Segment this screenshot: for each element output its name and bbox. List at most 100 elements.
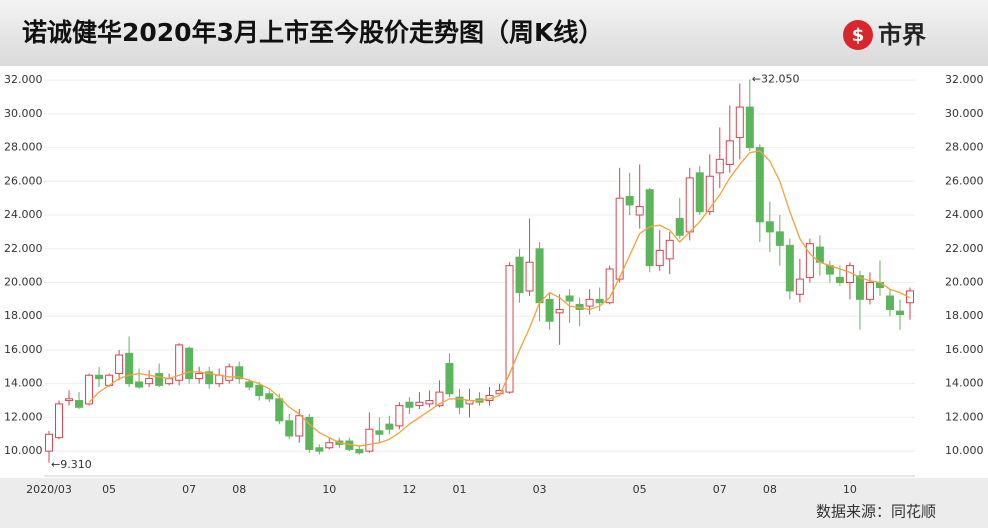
candle-body: [295, 415, 304, 437]
candle-body: [315, 447, 324, 452]
y-tick-label-right: 12.000: [945, 410, 984, 423]
candle-body: [425, 400, 434, 405]
candle-body: [795, 278, 804, 295]
y-tick-label-right: 30.000: [945, 107, 984, 120]
candle-body: [505, 265, 514, 393]
candle-body: [75, 400, 84, 408]
candle-body: [455, 396, 464, 408]
candle-body: [145, 378, 154, 385]
candle-body: [635, 206, 644, 216]
annotation-high: ←32.050: [752, 72, 800, 85]
x-tick-label: 01: [452, 483, 466, 496]
candle-body: [265, 393, 274, 400]
candle-body: [555, 308, 564, 314]
annotation-low: ←9.310: [51, 458, 92, 471]
candle-body: [785, 244, 794, 292]
candle-body: [225, 366, 234, 381]
candle-body: [885, 295, 894, 310]
candle-body: [85, 374, 94, 405]
y-tick-label-right: 22.000: [945, 242, 984, 255]
y-tick-label: 14.000: [4, 377, 43, 390]
x-tick-label: 05: [633, 483, 647, 496]
y-tick-label-right: 18.000: [945, 309, 984, 322]
x-tick-label: 08: [763, 483, 777, 496]
candle-body: [445, 362, 454, 395]
candle-body: [115, 354, 124, 375]
candle-body: [165, 378, 174, 385]
candle-body: [685, 177, 694, 233]
candle-body: [285, 420, 294, 437]
plot-bg: [0, 66, 988, 478]
candle-body: [375, 430, 384, 435]
candle-body: [525, 261, 534, 292]
candle-body: [565, 295, 574, 302]
candle-body: [405, 401, 414, 408]
candle-body: [65, 398, 74, 402]
candle-body: [605, 268, 614, 304]
candle-body: [515, 256, 524, 294]
candle-body: [595, 298, 604, 304]
candle-body: [215, 374, 224, 385]
candle-body: [645, 189, 654, 267]
source: 数据来源：同花顺: [816, 503, 936, 521]
x-tick-label: 2020/03: [26, 483, 72, 496]
candle-body: [305, 416, 314, 450]
candle-body: [805, 243, 814, 278]
x-tick-label: 05: [102, 483, 116, 496]
candle-body: [615, 197, 624, 280]
x-tick-label: 07: [713, 483, 727, 496]
footer-bg: [0, 478, 988, 528]
candle-body: [715, 158, 724, 174]
candle-body: [125, 352, 134, 385]
x-tick-label: 10: [322, 483, 336, 496]
candle-body: [155, 373, 164, 386]
candle-body: [395, 405, 404, 427]
logo-mark: $: [852, 25, 865, 46]
y-tick-label: 18.000: [4, 309, 43, 322]
header-bg: [0, 0, 988, 66]
candle-body: [905, 290, 914, 304]
y-tick-label-right: 28.000: [945, 141, 984, 154]
y-tick-label: 20.000: [4, 275, 43, 288]
chart-title: 诺诚健华2020年3月上市至今股价走势图（周K线）: [22, 18, 603, 47]
candle-body: [135, 381, 144, 388]
candle-body: [585, 298, 594, 307]
candle-body: [695, 172, 704, 213]
candle-body: [55, 403, 64, 439]
y-tick-label: 12.000: [4, 410, 43, 423]
y-tick-label: 22.000: [4, 242, 43, 255]
candle-body: [175, 344, 184, 381]
candle-body: [745, 106, 754, 149]
logo-icon: [843, 20, 873, 50]
y-tick-label: 26.000: [4, 174, 43, 187]
candle-body: [495, 389, 504, 395]
candle-body: [705, 175, 714, 213]
candle-body: [365, 428, 374, 452]
candle-body: [775, 231, 784, 246]
candle-body: [205, 371, 214, 385]
candle-body: [835, 276, 844, 283]
candle-body: [275, 398, 284, 422]
logo-text: 市界: [878, 21, 926, 49]
y-tick-label: 28.000: [4, 141, 43, 154]
candle-body: [675, 217, 684, 236]
x-tick-label: 07: [182, 483, 196, 496]
y-tick-label: 32.000: [4, 73, 43, 86]
candle-body: [45, 433, 54, 452]
candle-body: [535, 248, 544, 304]
candle-body: [735, 106, 744, 138]
y-tick-label: 24.000: [4, 208, 43, 221]
x-tick-label: 08: [232, 483, 246, 496]
y-tick-label: 16.000: [4, 343, 43, 356]
x-tick-label: 03: [533, 483, 547, 496]
candle-body: [325, 442, 334, 449]
ma-line: [88, 150, 911, 447]
candle-body: [725, 140, 734, 165]
candle-body: [865, 281, 874, 300]
candle-body: [415, 401, 424, 407]
y-tick-label-right: 16.000: [945, 343, 984, 356]
y-tick-label-right: 10.000: [945, 444, 984, 457]
candle-body: [255, 384, 264, 396]
candle-body: [435, 391, 444, 407]
